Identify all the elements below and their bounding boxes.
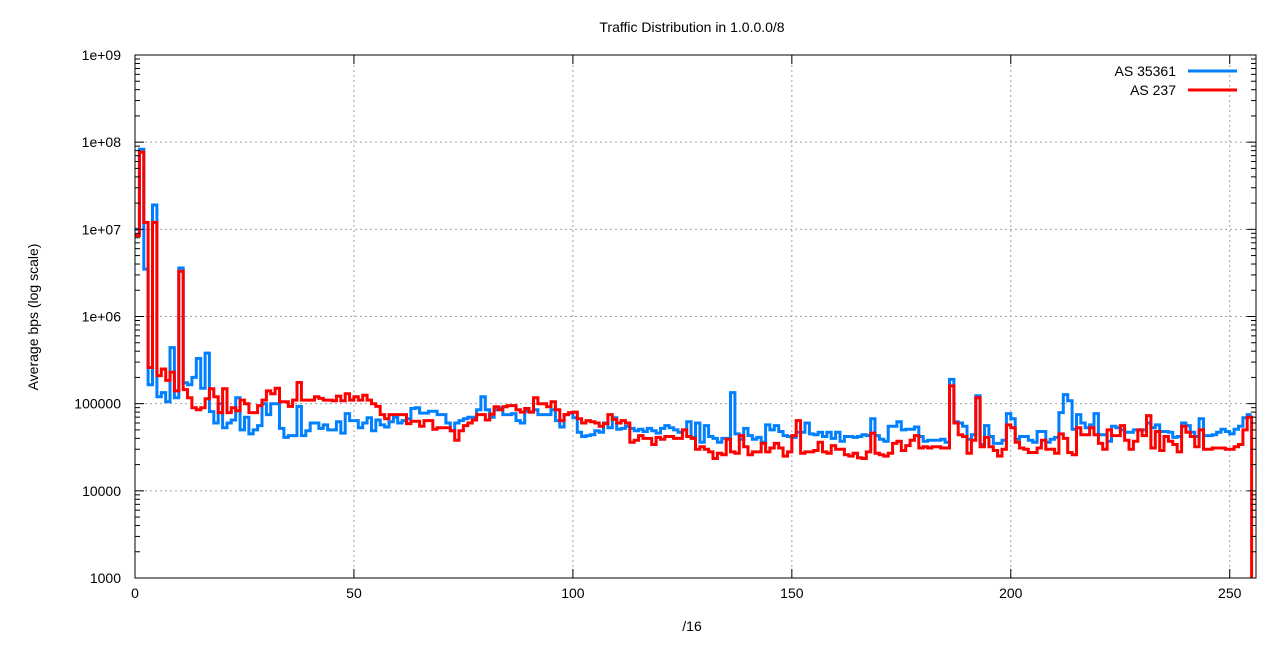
y-tick-label: 1e+06: [82, 309, 122, 325]
series-line-as-35361: [135, 147, 1252, 446]
series-line-as-237: [135, 150, 1254, 578]
x-tick-label: 100: [561, 585, 585, 601]
series-layer: [135, 147, 1254, 578]
x-tick-label: 150: [780, 585, 804, 601]
ticks: 0 50 100 150 200 250 1000 10000 100000 1e+06 1e+07…: [74, 47, 1256, 601]
y-tick-label: 1000: [90, 570, 121, 586]
chart-title: Traffic Distribution in 1.0.0.0/8: [599, 19, 784, 35]
x-tick-label: 50: [346, 585, 362, 601]
y-tick-label: 100000: [74, 396, 121, 412]
y-tick-label: 1e+07: [82, 221, 122, 237]
y-tick-label: 10000: [82, 483, 121, 499]
legend-label-as237: AS 237: [1130, 82, 1176, 98]
x-tick-label: 250: [1218, 585, 1242, 601]
x-axis-label: /16: [682, 618, 702, 634]
y-axis-label: Average bps (log scale): [25, 244, 41, 391]
x-tick-label: 200: [999, 585, 1023, 601]
x-tick-label: 0: [131, 585, 139, 601]
legend-label-as35361: AS 35361: [1115, 63, 1177, 79]
grid: [135, 55, 1256, 578]
legend: AS 35361 AS 237: [1115, 63, 1237, 98]
y-tick-label: 1e+08: [82, 134, 122, 150]
y-tick-label: 1e+09: [82, 47, 122, 63]
